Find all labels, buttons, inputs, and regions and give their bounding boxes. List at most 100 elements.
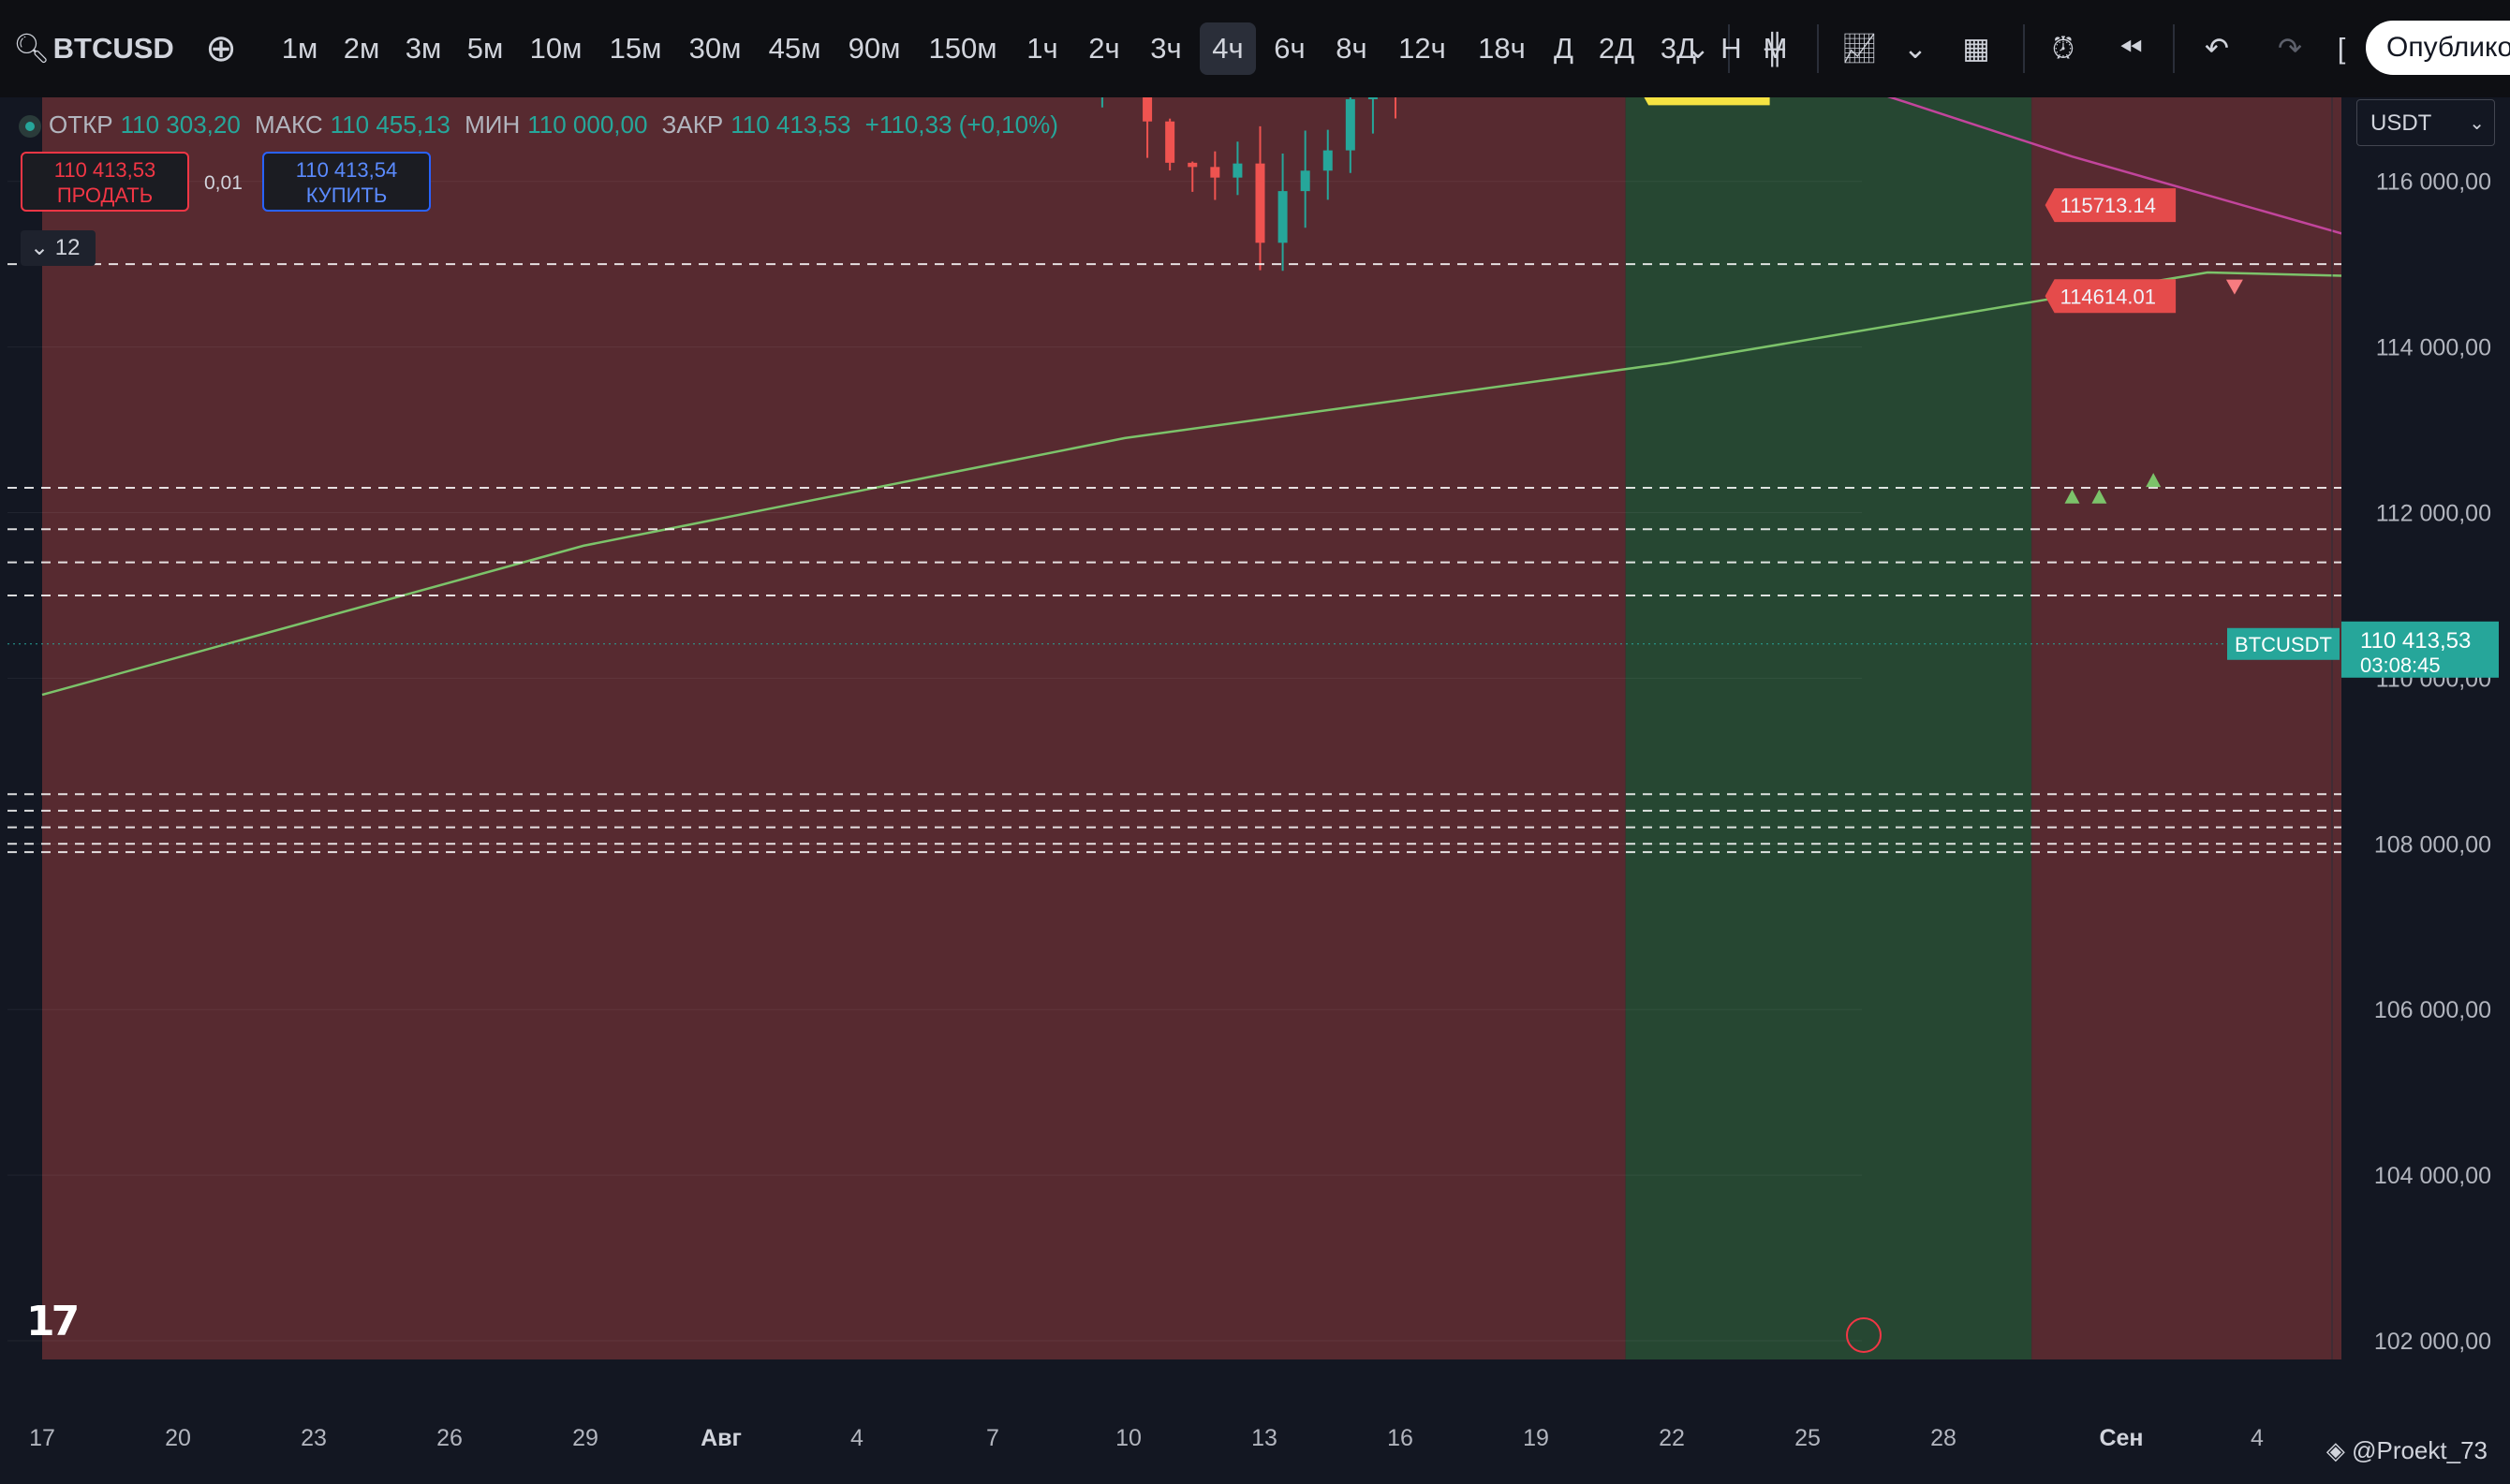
close-label: ЗАКР	[661, 110, 724, 139]
sell-label: ПРОДАТЬ	[56, 184, 154, 207]
time-tick-label: 29	[572, 1425, 598, 1451]
time-tick-label: Сен	[2099, 1425, 2143, 1451]
close-value: 110 413,53	[731, 110, 851, 139]
level-label-box	[2045, 279, 2177, 314]
low-label: МИН	[465, 110, 521, 139]
price-tick-label: 116 000,00	[2376, 169, 2491, 196]
watermark-text: @Proekt_73	[2352, 1436, 2488, 1464]
countdown-label: 03:08:45	[2360, 654, 2441, 677]
current-price-label: 110 413,53	[2360, 628, 2471, 654]
time-tick-label: 10	[1115, 1425, 1142, 1451]
price-tick-label: 112 000,00	[2376, 501, 2491, 527]
indicators-icon[interactable]: 📈︎	[1840, 32, 1878, 65]
timeframe-3[interactable]: 5м	[466, 32, 504, 65]
tv-small-icon: ◈	[2325, 1436, 2353, 1464]
timeframe-17[interactable]: 18ч	[1478, 32, 1526, 65]
currency-selector[interactable]: USDT ⌄	[2356, 99, 2495, 146]
lightning-icon[interactable]	[1846, 1317, 1882, 1353]
current-price-box	[2341, 621, 2499, 678]
timeframe-2[interactable]: 3м	[405, 32, 442, 65]
publish-button[interactable]: Опублико	[2366, 21, 2510, 75]
moving-average-green	[41, 271, 2510, 697]
time-tick-label: 7	[986, 1425, 999, 1451]
timeframe-18[interactable]: Д	[1554, 32, 1573, 65]
candle-body	[1345, 98, 1355, 151]
timeframe-20[interactable]: 3Д	[1660, 32, 1697, 65]
timeframe-8[interactable]: 90м	[848, 32, 901, 65]
low-value: 110 000,00	[527, 110, 648, 139]
time-tick-label: 19	[1523, 1425, 1549, 1451]
timeframe-1[interactable]: 2м	[343, 32, 380, 65]
session-zone-0	[42, 97, 1626, 1359]
open-value: 110 303,20	[120, 110, 241, 139]
sell-button[interactable]: 110 413,53 ПРОДАТЬ	[21, 152, 189, 212]
candle-body	[1367, 97, 1378, 99]
open-label: ОТКР	[49, 110, 113, 139]
timeframe-4[interactable]: 10м	[529, 32, 583, 65]
timeframe-6[interactable]: 30м	[688, 32, 742, 65]
redo-icon[interactable]: ↷	[2278, 32, 2302, 65]
candle-body	[1322, 150, 1333, 171]
replay-icon[interactable]: ⏪︎	[2119, 32, 2143, 65]
price-tick-label: 106 000,00	[2374, 997, 2491, 1023]
candle-body	[1210, 167, 1220, 178]
price-tick-label: 114 000,00	[2376, 335, 2491, 361]
price-tick-label: 108 000,00	[2374, 831, 2491, 858]
candle-body	[1143, 97, 1153, 122]
chart-canvas[interactable]: 130087.77, W128699.58, M127824.80, D1270…	[0, 97, 2510, 1380]
current-symbol-box	[2227, 627, 2340, 660]
high-value: 110 455,13	[330, 110, 450, 139]
timeframe-22[interactable]: М	[1763, 32, 1788, 65]
timeframe-13[interactable]: 4ч	[1200, 22, 1256, 75]
ohlc-legend: ОТКР 110 303,20 МАКС 110 455,13 МИН 110 000…	[19, 110, 1066, 140]
buy-signal-marker	[2064, 489, 2080, 504]
time-tick-label: 16	[1387, 1425, 1413, 1451]
save-icon[interactable]: [	[2337, 32, 2346, 65]
timeframe-0[interactable]: 1м	[281, 32, 318, 65]
timeframe-9[interactable]: 150м	[928, 32, 997, 65]
time-tick-label: 26	[436, 1425, 463, 1451]
alert-add-icon[interactable]: ⏰︎	[2051, 32, 2075, 65]
sell-signal-marker	[2225, 279, 2243, 295]
time-tick-label: 20	[165, 1425, 191, 1451]
currency-value: USDT	[2370, 110, 2432, 136]
timeframe-15[interactable]: 8ч	[1336, 32, 1367, 65]
session-zone-1	[1625, 97, 2032, 1359]
time-tick-label: Авг	[701, 1425, 742, 1451]
timeframe-14[interactable]: 6ч	[1274, 32, 1306, 65]
candles-type-icon[interactable]: ╫	[1764, 32, 1785, 65]
chevron-down-icon[interactable]: ⌄	[1903, 32, 1927, 65]
level-label-box	[2045, 188, 2177, 223]
timeframe-16[interactable]: 12ч	[1398, 32, 1446, 65]
undo-icon[interactable]: ↶	[2205, 32, 2229, 65]
timeframe-5[interactable]: 15м	[609, 32, 662, 65]
timeframe-10[interactable]: 1ч	[1026, 32, 1058, 65]
indicators-count: 12	[54, 235, 81, 260]
symbol-search[interactable]: 🔍︎ BTCUSD	[13, 22, 200, 75]
buy-label: КУПИТЬ	[305, 184, 388, 207]
watermark: ◈ @Proekt_73	[2326, 1436, 2488, 1465]
chart-bottom-gap	[0, 1359, 2341, 1380]
visibility-dot-icon[interactable]	[19, 115, 41, 139]
chevron-down-icon[interactable]: ⌄	[1686, 32, 1710, 65]
time-tick-label: 13	[1251, 1425, 1277, 1451]
chart-area[interactable]: 130087.77, W128699.58, M127824.80, D1270…	[0, 97, 2510, 1380]
candle-body	[1277, 191, 1288, 243]
indicators-collapse-button[interactable]: ⌄ 12	[21, 230, 96, 266]
timeframe-19[interactable]: 2Д	[1598, 32, 1635, 65]
timeframe-21[interactable]: Н	[1720, 32, 1742, 65]
level-label-text: 117123.31	[1654, 97, 1750, 100]
candle-body	[1188, 162, 1198, 168]
level-label-box	[1644, 97, 1770, 106]
time-axis-canvas[interactable]: 17 20 23 26 29 Авг 4 7 10 13 16 19 22 25 28 Сен 4	[0, 1380, 2510, 1479]
timeframe-12[interactable]: 3ч	[1150, 32, 1182, 65]
buy-price: 110 413,54	[295, 158, 398, 182]
compare-add-icon[interactable]: ⊕	[205, 28, 237, 69]
sell-price: 110 413,53	[53, 158, 156, 182]
timeframe-7[interactable]: 45м	[768, 32, 821, 65]
buy-button[interactable]: 110 413,54 КУПИТЬ	[262, 152, 431, 212]
buy-signal-marker	[2091, 489, 2107, 504]
timeframe-11[interactable]: 2ч	[1088, 32, 1120, 65]
layout-grid-icon[interactable]: ▦	[1962, 32, 1990, 65]
candle-body	[1300, 170, 1310, 192]
